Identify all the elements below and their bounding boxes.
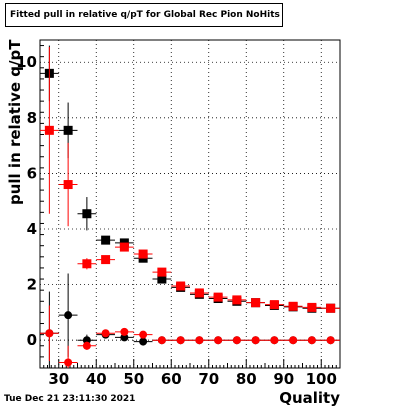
data-point-circle [82, 336, 91, 345]
y-tick-label: 4 [27, 220, 37, 238]
x-tick-label: 60 [161, 370, 182, 388]
plot-frame [39, 39, 341, 369]
tick-labels: 30 40 50 60 70 80 90 100 0 2 4 6 8 10 [16, 53, 337, 388]
data-point-square [101, 255, 111, 265]
data-point-circle [82, 341, 91, 350]
data-point-square [63, 125, 73, 135]
data-point-square [119, 242, 129, 252]
data-point-square [157, 274, 167, 284]
x-tick-label: 50 [123, 370, 144, 388]
data-point-circle [101, 329, 110, 338]
data-point-square [326, 303, 336, 313]
data-point-square [307, 302, 317, 312]
data-point-square [232, 295, 242, 305]
data-point-circle [139, 330, 148, 339]
data-point-circle [251, 336, 260, 345]
data-point-square [63, 180, 73, 190]
x-tick-label: 40 [86, 370, 107, 388]
data-point-circle [176, 336, 185, 345]
data-point-circle [307, 336, 316, 345]
data-point-square [138, 249, 148, 259]
data-point-square [82, 259, 92, 269]
data-point-circle [326, 336, 335, 345]
data-point-square [176, 281, 186, 291]
data-point-square [82, 209, 92, 219]
axis-ticks [39, 45, 341, 369]
data-point-circle [45, 329, 54, 338]
data-point-circle [232, 336, 241, 345]
data-point-circle [64, 311, 73, 320]
data-point-square [157, 267, 167, 277]
data-point-square [44, 125, 54, 135]
chart-title: Fitted pull in relative q/pT for Global … [5, 3, 283, 27]
data-point-square [251, 298, 261, 308]
x-tick-label: 80 [236, 370, 257, 388]
timestamp: Tue Dec 21 23:11:30 2021 [4, 394, 136, 404]
data-point-circle [157, 336, 166, 345]
grid-lines [40, 40, 340, 368]
data-point-square [269, 300, 279, 310]
y-tick-label: 8 [27, 109, 37, 127]
data-point-circle [139, 337, 148, 346]
data-point-square [194, 288, 204, 298]
data-point-circle [120, 327, 129, 336]
data-marks [40, 45, 340, 368]
data-point-square [288, 301, 298, 311]
x-tick-label: 30 [48, 370, 69, 388]
y-tick-label: 0 [27, 331, 37, 349]
x-tick-label: 90 [273, 370, 294, 388]
x-tick-label: 70 [198, 370, 219, 388]
y-axis-title: pull in relative q/pT [6, 39, 24, 205]
data-point-circle [195, 336, 204, 345]
data-point-circle [270, 336, 279, 345]
data-point-square [101, 235, 111, 245]
data-point-circle [120, 333, 129, 342]
data-point-circle [214, 336, 223, 345]
data-point-square [213, 292, 223, 302]
data-point-circle [289, 336, 298, 345]
y-tick-label: 2 [27, 276, 37, 294]
x-axis-title: Quality [279, 389, 340, 407]
y-tick-label: 6 [27, 164, 37, 182]
data-point-circle [64, 358, 73, 367]
y-tick-label: 10 [16, 53, 37, 71]
x-tick-label: 100 [306, 370, 337, 388]
